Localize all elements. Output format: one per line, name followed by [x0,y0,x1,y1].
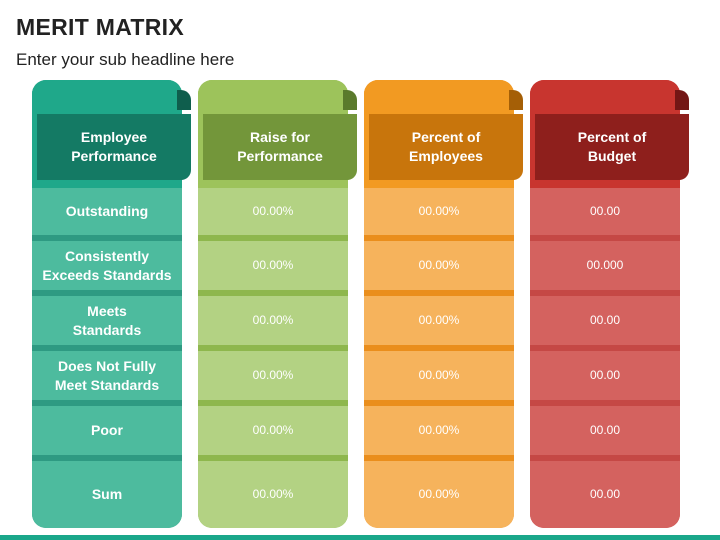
column-header-banner: Percent of Budget [535,114,689,180]
table-cell: 00.00% [364,406,514,455]
ribbon-fold [509,90,523,110]
table-cell: 00.00% [198,461,348,528]
table-cell: 00.00% [364,461,514,528]
column-percent-of-employees: 00.00% 00.00% 00.00% 00.00% 00.00% 00.00% Perc… [364,80,523,528]
table-cell: 00.00% [364,351,514,400]
column-header-banner: Percent of Employees [369,114,523,180]
table-cell: 00.00% [198,188,348,235]
table-cell: 00.000 [530,241,680,290]
table-cell: 00.00% [198,241,348,290]
table-cell: 00.00% [198,296,348,345]
page-subtitle: Enter your sub headline here [16,50,235,69]
row-label: Meets Standards [32,296,182,345]
column-employee-performance: Outstanding Consistently Exceeds Standards… [32,80,191,528]
ribbon-fold [343,90,357,110]
ribbon-fold [675,90,689,110]
table-cell: 00.00% [198,406,348,455]
row-label: Does Not Fully Meet Standards [32,351,182,400]
column-percent-of-budget: 00.00 00.000 00.00 00.00 00.00 00.00 Percent o… [530,80,689,528]
row-label: Consistently Exceeds Standards [32,241,182,290]
table-cell: 00.00% [364,241,514,290]
table-cell: 00.00% [364,296,514,345]
row-label: Poor [32,406,182,455]
column-header-banner: Raise for Performance [203,114,357,180]
page-title: MERIT MATRIX [16,14,184,40]
bottom-accent-bar [0,535,720,540]
table-cell: 00.00 [530,188,680,235]
column-body: 00.00 00.000 00.00 00.00 00.00 00.00 [530,80,680,528]
table-cell: 00.00% [364,188,514,235]
table-cell: 00.00 [530,296,680,345]
table-cell: 00.00 [530,351,680,400]
row-label: Outstanding [32,188,182,235]
table-cell: 00.00% [198,351,348,400]
table-cell: 00.00 [530,461,680,528]
column-raise-for-performance: 00.00% 00.00% 00.00% 00.00% 00.00% 00.00% Rais… [198,80,357,528]
column-header-banner: Employee Performance [37,114,191,180]
row-label: Sum [32,461,182,528]
ribbon-fold [177,90,191,110]
table-cell: 00.00 [530,406,680,455]
